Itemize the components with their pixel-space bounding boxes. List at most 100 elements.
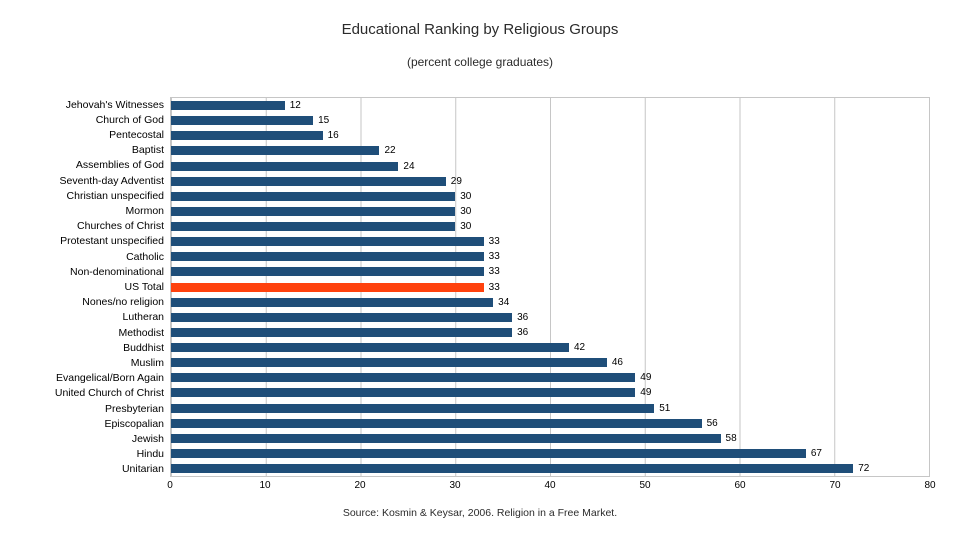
- bar-row: 29: [171, 174, 929, 189]
- category-label: Buddhist: [123, 341, 164, 354]
- plot-column: 12 15 16 22 24 29 30 30 30 33 33 33 33 34 36 36 42 46 49 49…: [167, 97, 936, 493]
- plot-area: 12 15 16 22 24 29 30 30 30 33 33 33 33 34 36 36 42 46 49 49…: [170, 97, 930, 477]
- category-label: Non-denominational: [70, 265, 164, 278]
- bar-row: 72: [171, 461, 929, 476]
- x-tick-label: 20: [354, 480, 366, 491]
- bar: [171, 252, 484, 262]
- category-label: Lutheran: [122, 311, 164, 324]
- value-label: 33: [488, 236, 500, 248]
- value-label: 15: [318, 115, 330, 127]
- chart-title: Educational Ranking by Religious Groups: [341, 21, 619, 38]
- bar-row: 22: [171, 143, 929, 158]
- bar: [171, 116, 314, 126]
- bar: [171, 191, 456, 201]
- bar-row: 36: [171, 310, 929, 325]
- value-label: 67: [810, 447, 822, 459]
- bar-row: 12: [171, 98, 929, 113]
- x-tick-label: 10: [259, 480, 271, 491]
- bar: [171, 297, 494, 307]
- value-label: 51: [659, 402, 671, 414]
- bar-row: 36: [171, 325, 929, 340]
- value-label: 29: [450, 175, 462, 187]
- value-label: 30: [460, 221, 472, 233]
- bar-row: 16: [171, 128, 929, 143]
- bar: [171, 418, 702, 428]
- value-label: 16: [327, 130, 339, 142]
- value-label: 33: [488, 266, 500, 278]
- bar-row: 33: [171, 249, 929, 264]
- bar: [171, 176, 446, 186]
- bar-row: 30: [171, 204, 929, 219]
- value-label: 30: [460, 190, 472, 202]
- value-label: 58: [725, 432, 737, 444]
- x-tick-label: 0: [167, 480, 173, 491]
- value-label: 49: [640, 372, 652, 384]
- bar-row: 33: [171, 280, 929, 295]
- value-label: 33: [488, 281, 500, 293]
- bar: [171, 222, 456, 232]
- bar: [171, 267, 484, 277]
- bar: [171, 343, 569, 353]
- bar-row: 34: [171, 295, 929, 310]
- value-label: 42: [573, 342, 586, 354]
- chart-subtitle: (percent college graduates): [406, 55, 554, 69]
- bar-row: 49: [171, 370, 929, 385]
- bar: [171, 464, 854, 474]
- bar-row: 24: [171, 159, 929, 174]
- bar: [171, 433, 721, 443]
- bar: [171, 358, 607, 368]
- x-tick-label: 50: [639, 480, 651, 491]
- value-label: 22: [384, 145, 396, 157]
- bar: [171, 403, 655, 413]
- bar-row: 51: [171, 401, 929, 416]
- category-label: Presbyterian: [105, 402, 164, 415]
- category-label: Church of God: [95, 113, 164, 126]
- category-label: Nones/no religion: [82, 296, 164, 309]
- x-axis: 0 10 20 30 40 50 60 70 80: [167, 477, 935, 493]
- value-label: 36: [517, 311, 529, 323]
- bar: [171, 448, 806, 458]
- bar: [171, 237, 484, 247]
- category-label: Hindu: [136, 448, 164, 461]
- category-label: Evangelical/Born Again: [56, 372, 164, 385]
- category-label: Baptist: [131, 144, 164, 157]
- category-label: Catholic: [126, 250, 164, 263]
- category-label: Jewish: [131, 433, 164, 446]
- category-label: Assemblies of God: [75, 159, 164, 172]
- category-label: Protestant unspecified: [60, 235, 164, 248]
- bar: [171, 101, 285, 111]
- category-label: Seventh-day Adventist: [59, 174, 164, 187]
- value-label: 36: [517, 326, 529, 338]
- category-label: Unitarian: [121, 463, 164, 476]
- value-label: 24: [403, 160, 415, 172]
- bar-row: 56: [171, 416, 929, 431]
- x-tick-label: 60: [734, 480, 746, 491]
- bar-row: 49: [171, 385, 929, 400]
- value-label: 30: [460, 205, 472, 217]
- bar-row: 42: [171, 340, 929, 355]
- bar-row: 58: [171, 431, 929, 446]
- x-tick-label: 70: [829, 480, 841, 491]
- value-label: 12: [289, 100, 301, 112]
- category-label: US Total: [124, 281, 165, 294]
- category-label: Muslim: [130, 357, 164, 370]
- highlight-bar: [171, 282, 484, 292]
- value-label: 72: [858, 463, 870, 475]
- bar-row: 46: [171, 355, 929, 370]
- bar: [171, 327, 513, 337]
- category-label: Pentecostal: [109, 129, 164, 141]
- bar: [171, 146, 380, 156]
- bar-row: 30: [171, 219, 929, 234]
- bar-row: 67: [171, 446, 929, 461]
- category-label: Jehovah's Witnesses: [65, 98, 164, 111]
- x-tick-label: 30: [449, 480, 461, 491]
- category-label: United Church of Christ: [54, 387, 164, 400]
- category-label: Christian unspecified: [66, 189, 164, 202]
- bar: [171, 131, 323, 141]
- bar-row: 33: [171, 264, 929, 279]
- x-tick-label: 80: [924, 480, 936, 491]
- bar: [171, 373, 636, 383]
- value-label: 49: [640, 387, 652, 399]
- bar-row: 30: [171, 189, 929, 204]
